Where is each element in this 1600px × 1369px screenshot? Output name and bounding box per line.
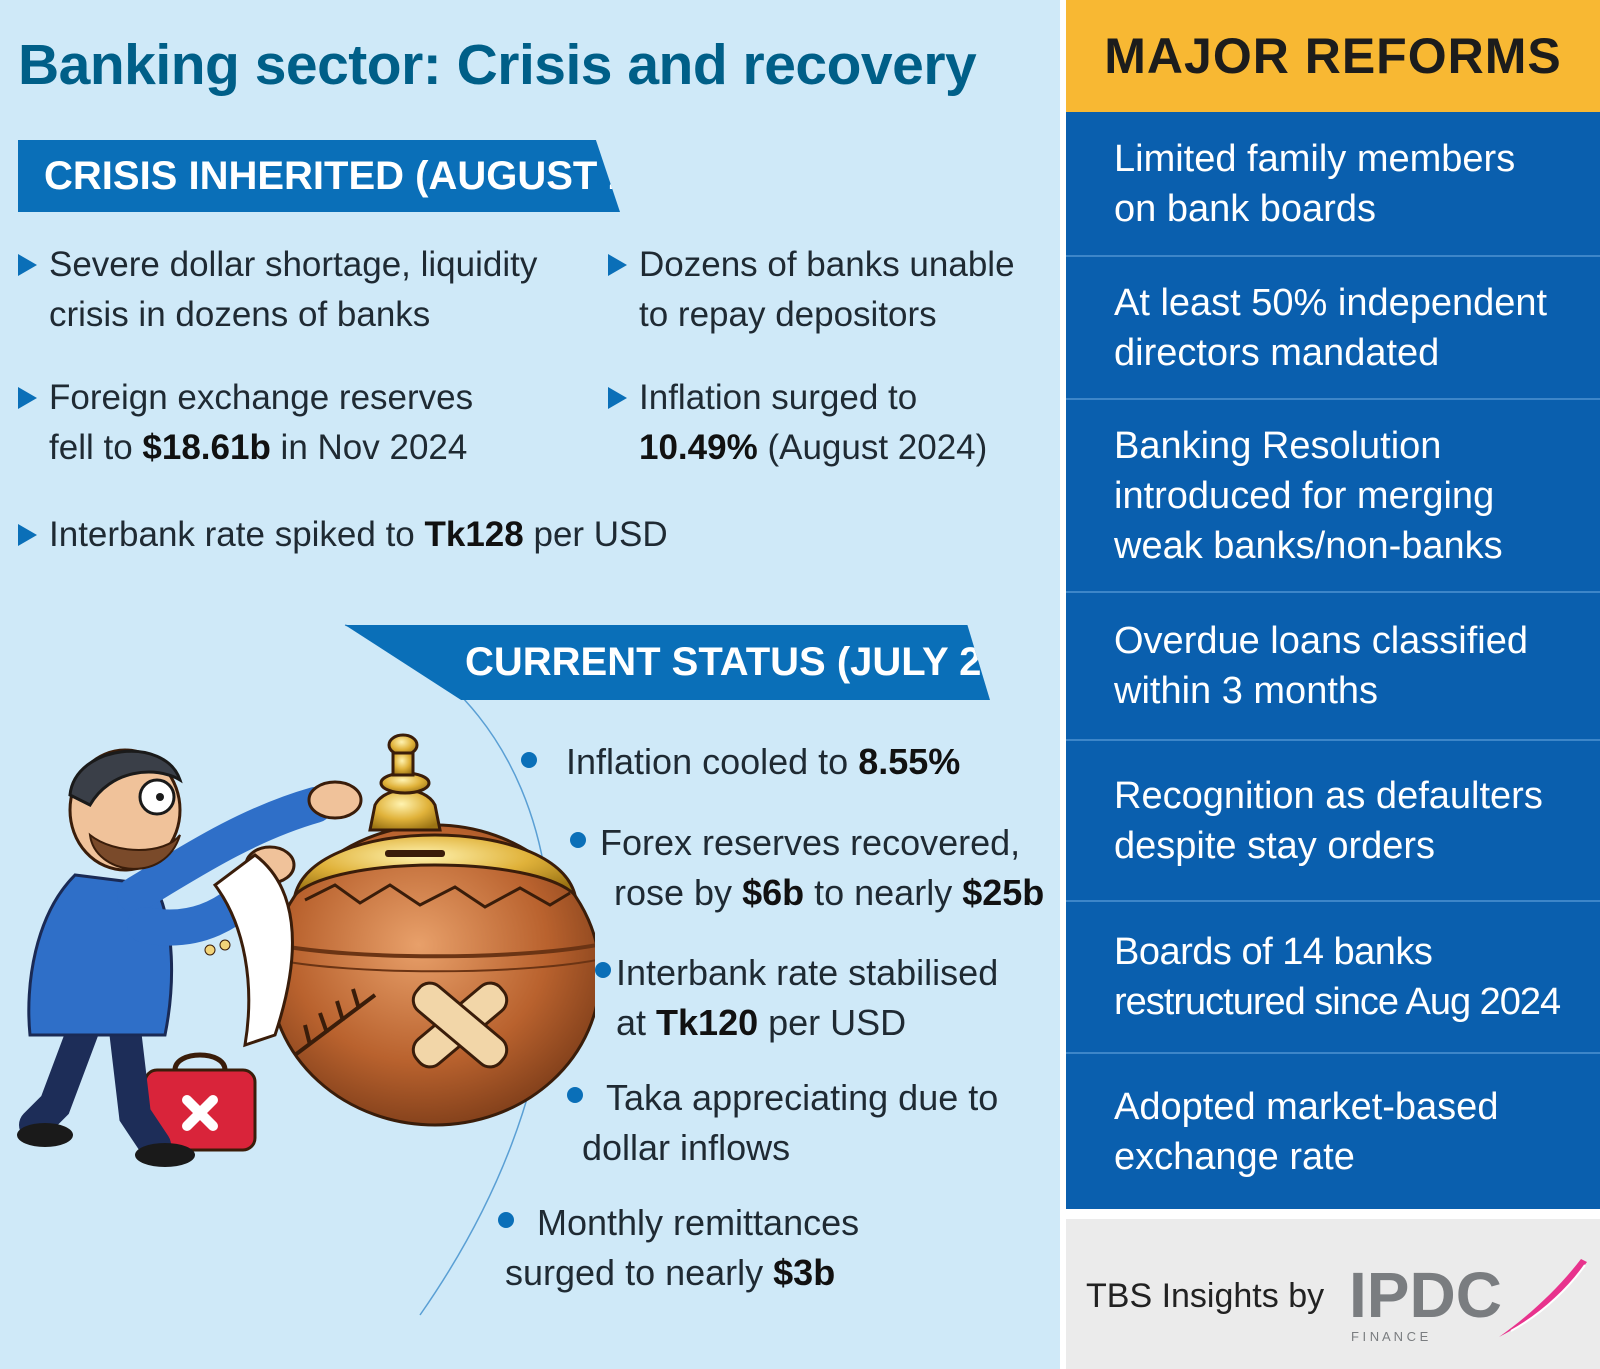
triangle-bullet-icon [18, 387, 37, 409]
crisis-item: Interbank rate spiked to Tk128 per USD [18, 510, 818, 560]
status-item: Forex reserves recovered, rose by $6b to… [600, 822, 1045, 913]
status-item: Taka appreciating due to dollar inflows [582, 1077, 999, 1168]
footer: TBS Insights by IPDC F I N A N C E [1066, 1219, 1600, 1369]
reform-item: Banking Resolution introduced for merging… [1066, 400, 1600, 593]
crisis-item: Foreign exchange reserves fell to $18.61… [18, 373, 588, 473]
ipdc-finance-logo: IPDC F I N A N C E [1349, 1259, 1587, 1344]
status-item: Interbank rate stabilised at Tk120 per U… [616, 952, 999, 1043]
reforms-header: MAJOR REFORMS [1066, 0, 1600, 112]
reform-item: Boards of 14 banks restructured since Aug… [1066, 902, 1600, 1054]
triangle-bullet-icon [608, 254, 627, 276]
crisis-item: Inflation surged to 10.49% (August 2024) [608, 373, 1048, 473]
triangle-bullet-icon [18, 524, 37, 546]
reform-item: At least 50% independent directors mandat… [1066, 257, 1600, 400]
triangle-bullet-icon [608, 387, 627, 409]
triangle-bullet-icon [18, 254, 37, 276]
banker-bandaging-cracked-piggy-pot-icon [17, 733, 595, 1167]
status-item: Monthly remittances surged to nearly $3b [505, 1202, 860, 1293]
page-title: Banking sector: Crisis and recovery [18, 33, 977, 97]
footer-credit: TBS Insights by [1086, 1277, 1325, 1315]
crisis-item: Severe dollar shortage, liquidity crisis… [18, 240, 588, 340]
dot-bullet-icon [567, 1087, 583, 1103]
dot-bullet-icon [498, 1212, 514, 1228]
reform-item: Recognition as defaulters despite stay or… [1066, 741, 1600, 902]
status-heading: CURRENT STATUS (JULY 2025) [465, 640, 1060, 684]
current-status-banner: CURRENT STATUS (JULY 2025) [345, 625, 990, 700]
reforms-panel: MAJOR REFORMS Limited family members on b… [1066, 0, 1600, 1369]
crisis-heading: CRISIS INHERITED (AUGUST 2024) [44, 153, 711, 198]
reform-item: Adopted market-based exchange rate [1066, 1054, 1600, 1209]
crisis-inherited-banner: CRISIS INHERITED (AUGUST 2024) [18, 140, 620, 212]
dot-bullet-icon [595, 962, 611, 978]
reform-item: Limited family members on bank boards [1066, 112, 1600, 257]
reform-item: Overdue loans classified within 3 months [1066, 593, 1600, 741]
dot-bullet-icon [570, 832, 586, 848]
status-item: Inflation cooled to 8.55% [566, 741, 961, 782]
crisis-item: Dozens of banks unable to repay deposito… [608, 240, 1048, 340]
left-panel: Banking sector: Crisis and recovery CRIS… [0, 0, 1060, 1369]
svg-text:IPDC: IPDC [1349, 1259, 1502, 1331]
svg-text:F I N A N C E: F I N A N C E [1351, 1329, 1429, 1344]
dot-bullet-icon [521, 752, 537, 768]
